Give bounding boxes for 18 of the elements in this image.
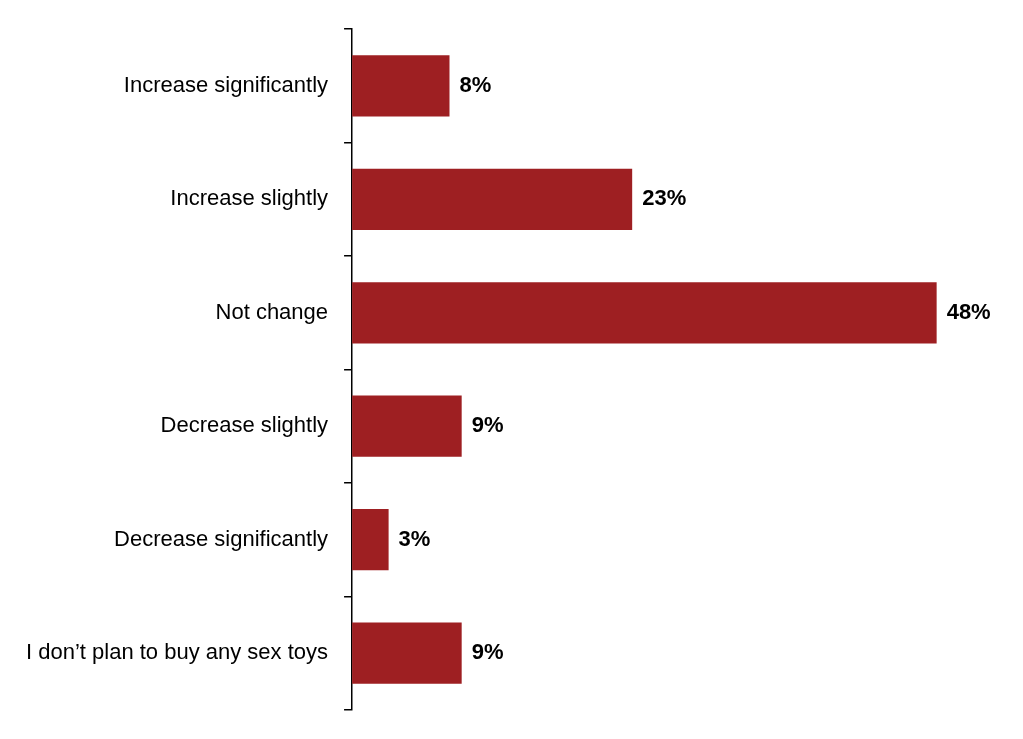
y-tick-label: Not change	[215, 298, 329, 324]
bar	[352, 168, 633, 230]
data-label: 48%	[946, 298, 991, 324]
data-label: 9%	[471, 412, 504, 438]
bar	[352, 622, 462, 684]
y-tick-label: Decrease significantly	[114, 525, 329, 551]
bar	[352, 395, 462, 457]
data-label: 8%	[459, 71, 492, 97]
y-tick-label: Increase slightly	[170, 185, 329, 211]
bar	[352, 55, 450, 117]
data-label: 23%	[642, 185, 687, 211]
data-label: 3%	[398, 525, 431, 551]
y-tick-label: Decrease slightly	[160, 412, 329, 438]
bar	[352, 282, 937, 344]
bar	[352, 509, 389, 571]
y-tick-label: I don’t plan to buy any sex toys	[25, 639, 329, 665]
data-label: 9%	[471, 639, 504, 665]
y-tick-label: Increase significantly	[123, 71, 329, 97]
